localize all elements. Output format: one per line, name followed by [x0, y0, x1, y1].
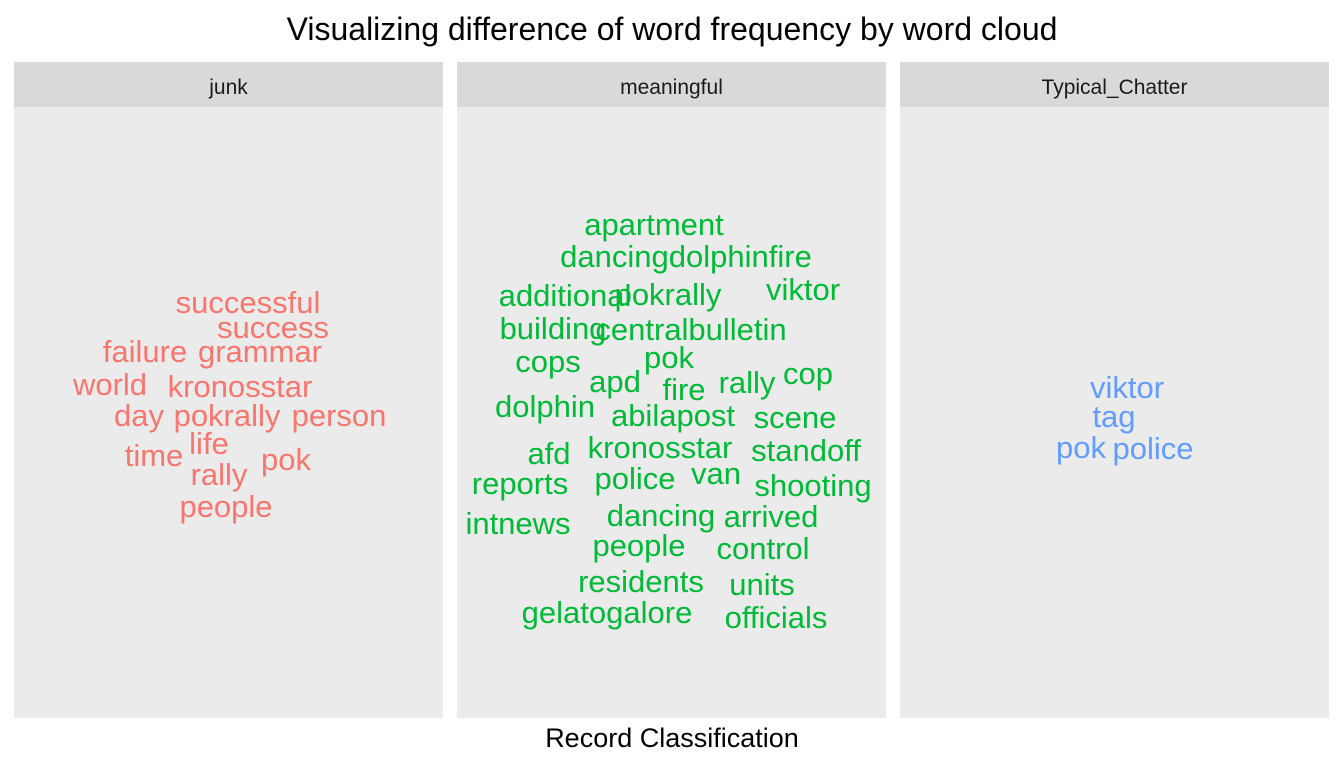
- word-cloud-word: success: [217, 310, 329, 345]
- panel-background: [14, 107, 443, 718]
- word-cloud-word: scene: [754, 400, 837, 435]
- word-cloud-word: rally: [719, 365, 776, 400]
- word-cloud-word: reports: [472, 466, 568, 501]
- word-cloud-word: people: [179, 489, 272, 524]
- word-cloud-word: cops: [515, 344, 580, 379]
- word-cloud-word: residents: [578, 564, 704, 599]
- word-cloud-word: shooting: [754, 468, 871, 503]
- facet-strip-label: Typical_Chatter: [1042, 76, 1188, 99]
- chart-title: Visualizing difference of word frequency…: [287, 11, 1058, 47]
- facet-strip-label: junk: [208, 76, 248, 99]
- word-cloud-word: time: [125, 438, 184, 473]
- word-cloud-word: intnews: [465, 506, 570, 541]
- x-axis-title: Record Classification: [545, 723, 799, 753]
- word-cloud-word: dolphin: [495, 389, 595, 424]
- word-cloud-word: cop: [783, 356, 833, 391]
- word-cloud-word: successful: [176, 285, 321, 320]
- word-cloud-word: tag: [1092, 399, 1135, 434]
- word-cloud-word: dancing: [607, 498, 716, 533]
- word-cloud-word: police: [595, 461, 676, 496]
- word-cloud-word: police: [1113, 431, 1194, 466]
- word-cloud-word: standoff: [751, 433, 861, 468]
- word-cloud-word: person: [292, 398, 387, 433]
- word-cloud-word: abilapost: [611, 398, 735, 433]
- word-cloud-word: viktor: [766, 272, 840, 307]
- word-cloud-word: grammar: [198, 334, 322, 369]
- word-cloud-word: arrived: [724, 499, 819, 534]
- word-cloud-word: world: [72, 367, 147, 402]
- word-cloud-word: units: [729, 567, 794, 602]
- word-cloud-word: apartment: [584, 207, 724, 242]
- word-cloud-word: van: [691, 456, 741, 491]
- word-cloud-word: pok: [644, 340, 694, 375]
- word-cloud-word: building: [500, 311, 607, 346]
- word-cloud-word: life: [189, 426, 229, 461]
- facet-strip: [457, 62, 886, 107]
- word-cloud-word: additional: [499, 278, 632, 313]
- word-cloud-word: officials: [725, 600, 828, 635]
- word-cloud-word: failure: [103, 334, 187, 369]
- panel-background: [457, 107, 886, 718]
- word-cloud-word: viktor: [1090, 370, 1164, 405]
- word-cloud-word: fire: [662, 372, 705, 407]
- word-cloud-word: apd: [589, 364, 641, 399]
- word-cloud-word: pokrally: [615, 277, 722, 312]
- word-cloud-word: gelatogalore: [522, 595, 693, 630]
- word-cloud-word: kronosstar: [588, 430, 733, 465]
- word-cloud-word: rally: [191, 457, 248, 492]
- word-cloud-word: people: [592, 528, 685, 563]
- word-cloud-word: pok: [261, 442, 311, 477]
- word-cloud-word: afd: [527, 436, 570, 471]
- word-cloud-word: day: [114, 398, 164, 433]
- facet-strip: [900, 62, 1329, 107]
- word-cloud-word: pok: [1056, 430, 1106, 465]
- word-cloud-word: pokrally: [174, 398, 281, 433]
- panel-background: [900, 107, 1329, 718]
- facet-panel: meaningfulapartmentdancingdolphinfireadd…: [457, 62, 886, 718]
- word-cloud-word: dancingdolphinfire: [560, 239, 812, 274]
- facet-strip: [14, 62, 443, 107]
- facet-strip-label: meaningful: [620, 76, 723, 99]
- word-cloud-word: control: [716, 531, 809, 566]
- word-cloud-word: kronosstar: [168, 369, 313, 404]
- word-cloud-word: centralbulletin: [595, 312, 786, 347]
